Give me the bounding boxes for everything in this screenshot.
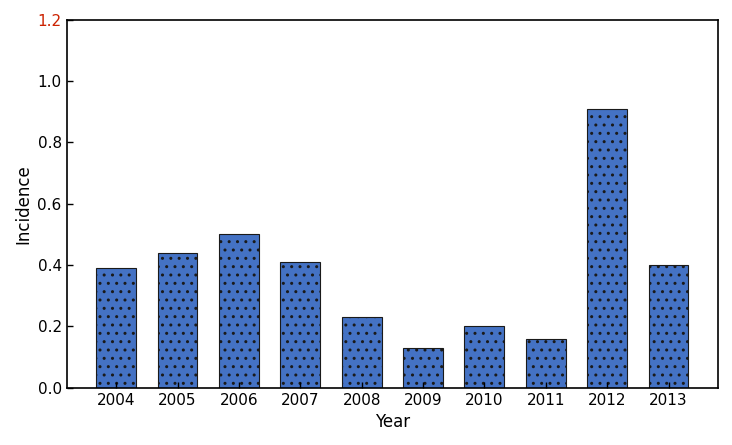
Bar: [649, 265, 689, 388]
Bar: [465, 326, 504, 388]
Bar: [219, 235, 259, 388]
Bar: [96, 268, 136, 388]
Bar: [526, 339, 566, 388]
X-axis label: Year: Year: [375, 413, 410, 431]
Bar: [342, 317, 381, 388]
Bar: [403, 348, 443, 388]
Bar: [587, 109, 627, 388]
Y-axis label: Incidence: Incidence: [14, 164, 32, 244]
Bar: [157, 253, 198, 388]
Bar: [280, 262, 320, 388]
